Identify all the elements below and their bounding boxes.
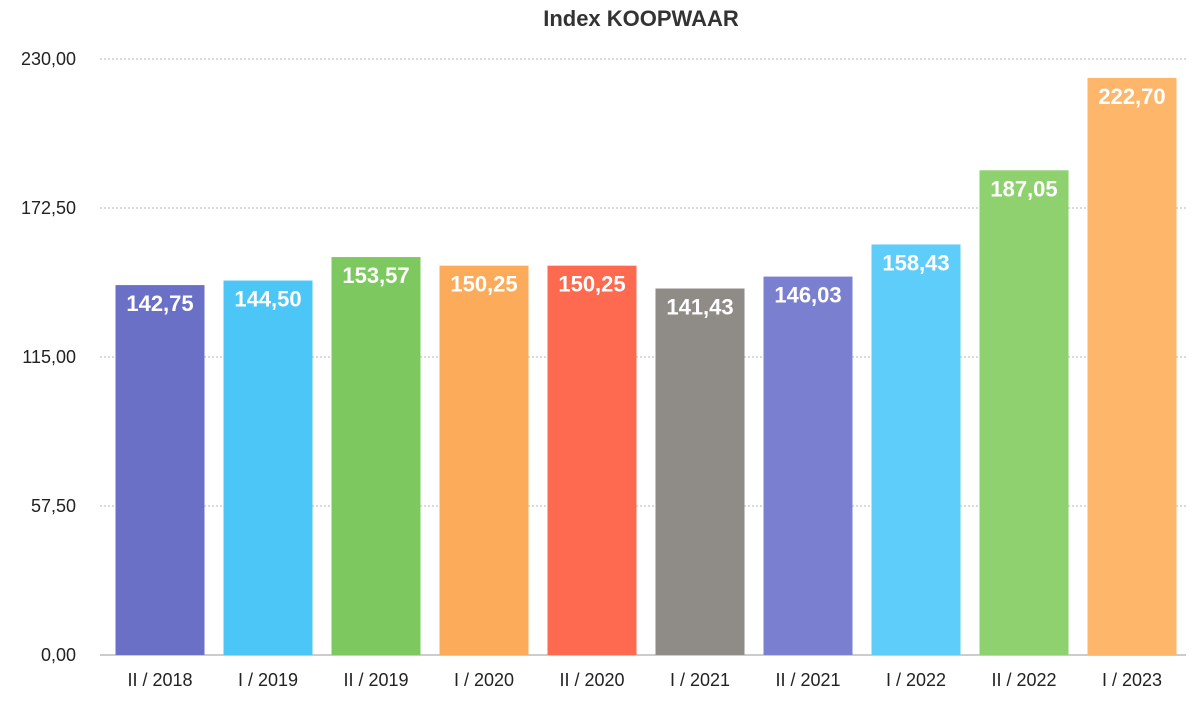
data-label: 144,50: [234, 287, 301, 312]
bar: [655, 288, 745, 655]
x-tick-label: I / 2020: [454, 670, 514, 690]
y-tick-label: 0,00: [41, 645, 76, 665]
x-tick-label: II / 2019: [343, 670, 408, 690]
y-tick-label: 57,50: [31, 496, 76, 516]
data-label: 153,57: [342, 263, 409, 288]
data-label: 158,43: [882, 250, 949, 275]
data-label: 146,03: [774, 283, 841, 308]
data-label: 150,25: [558, 272, 625, 297]
y-tick-label: 115,00: [22, 347, 76, 367]
y-tick-label: 172,50: [21, 198, 76, 218]
bar: [979, 170, 1069, 656]
x-tick-label: I / 2019: [238, 670, 298, 690]
bar: [763, 276, 853, 655]
bars: 142,75 144,50 153,57 150,25 150,25 141,43 146,…: [115, 77, 1177, 656]
y-tick-label: 230,00: [21, 49, 76, 69]
bar: [223, 280, 313, 655]
data-label: 150,25: [450, 272, 517, 297]
bar: [331, 257, 421, 655]
data-label: 141,43: [666, 295, 733, 320]
bar: [439, 265, 529, 655]
bar: [1087, 77, 1177, 656]
data-label: 187,05: [990, 176, 1057, 201]
x-axis: II / 2018 I / 2019 II / 2019 I / 2020 II / 2…: [127, 670, 1162, 690]
x-tick-label: II / 2021: [775, 670, 840, 690]
data-label: 222,70: [1098, 84, 1165, 109]
x-tick-label: I / 2023: [1102, 670, 1162, 690]
data-label: 142,75: [126, 291, 193, 316]
bar: [547, 265, 637, 655]
y-axis: 0,00 57,50 115,00 172,50 230,00: [21, 49, 76, 665]
x-tick-label: II / 2022: [991, 670, 1056, 690]
x-tick-label: II / 2020: [559, 670, 624, 690]
bar: [115, 285, 205, 655]
x-tick-label: I / 2022: [886, 670, 946, 690]
x-tick-label: II / 2018: [127, 670, 192, 690]
chart-title: Index KOOPWAAR: [543, 6, 739, 31]
bar: [871, 244, 961, 655]
x-tick-label: I / 2021: [670, 670, 730, 690]
